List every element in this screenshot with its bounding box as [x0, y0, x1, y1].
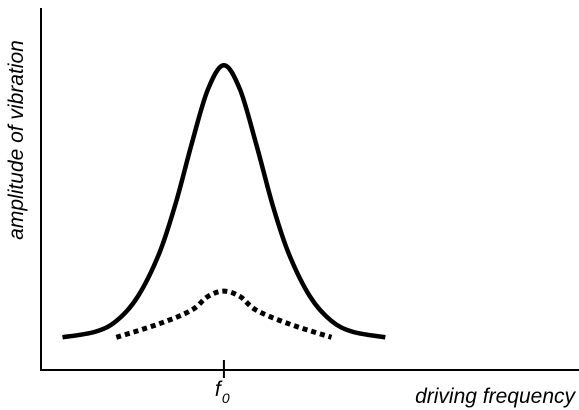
- resonance-curve: [62, 62, 386, 340]
- axes: [40, 8, 579, 371]
- curves: [62, 62, 386, 340]
- damped-resonance-curve: [115, 288, 333, 340]
- x-tick-label: f: [215, 378, 223, 401]
- x-axis-label: driving frequency: [415, 385, 576, 408]
- x-tick-label-subscript: 0: [222, 390, 230, 406]
- y-axis-label: amplitude of vibration: [5, 40, 28, 240]
